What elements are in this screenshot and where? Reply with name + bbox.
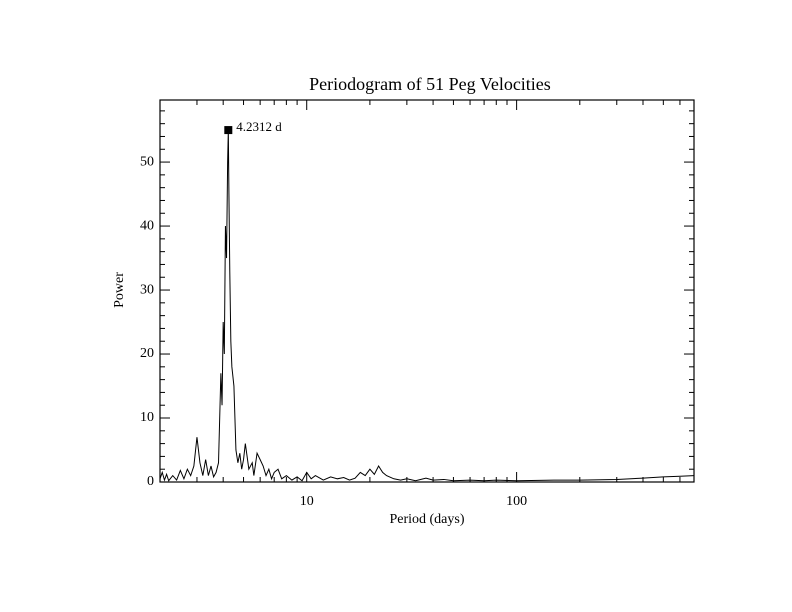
- y-tick-label: 20: [140, 346, 154, 361]
- y-tick-label: 0: [147, 474, 154, 489]
- y-tick-label: 50: [140, 154, 154, 169]
- y-tick-label: 30: [140, 282, 154, 297]
- x-axis-label: Period (days): [389, 512, 464, 527]
- y-tick-label: 40: [140, 218, 154, 233]
- y-tick-label: 10: [140, 410, 154, 425]
- plot-frame: [159, 99, 695, 483]
- series-line: [159, 130, 695, 482]
- peak-label: 4.2312 d: [236, 119, 282, 134]
- x-tick-label: 10: [300, 494, 314, 509]
- peak-marker: [224, 126, 233, 135]
- chart-title: Periodogram of 51 Peg Velocities: [309, 74, 551, 94]
- y-axis-label: Power: [112, 272, 127, 308]
- x-tick-label: 100: [506, 494, 527, 509]
